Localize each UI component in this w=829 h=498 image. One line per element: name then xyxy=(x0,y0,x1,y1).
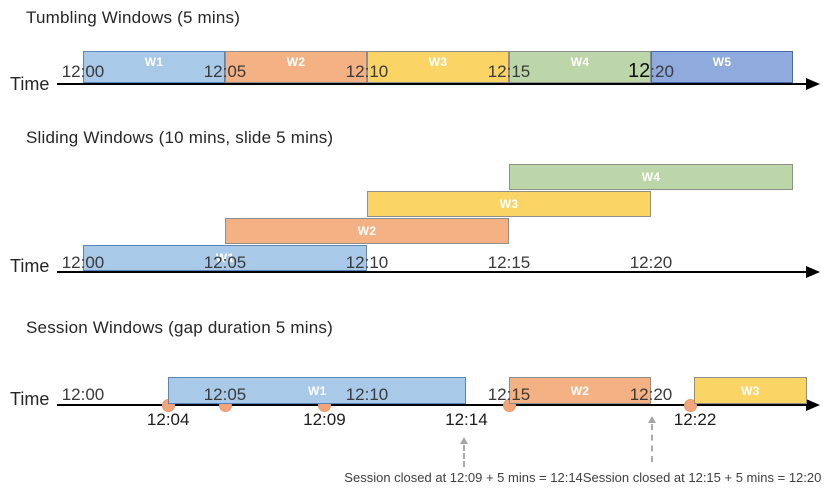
window-bar-w1: W1 xyxy=(168,377,467,404)
window-label-w1: W1 xyxy=(307,383,327,398)
tick-12-20: 12:20 xyxy=(629,253,673,272)
window-bar-w3: W3 xyxy=(693,377,808,404)
tick-12-15: 12:15 xyxy=(487,62,531,81)
window-bar-w5: W5 xyxy=(651,51,793,83)
tick-12-00: 12:00 xyxy=(61,62,105,81)
window-bar-w1: W1 xyxy=(83,51,225,83)
window-label-w1: W1 xyxy=(215,251,235,265)
tick-12-20: 12:20 xyxy=(629,385,673,404)
tick-emphasized-part: 12 xyxy=(628,60,651,82)
section-title-tumbling: Tumbling Windows (5 mins) xyxy=(26,8,241,27)
window-label-w5: W5 xyxy=(712,55,732,69)
window-bar-w4: W4 xyxy=(509,51,651,83)
axis-line xyxy=(57,271,808,273)
dashed-arrow-line xyxy=(462,445,465,467)
tick-12-10: 12:10 xyxy=(345,62,389,81)
event-time-label-12-14: 12:14 xyxy=(445,410,488,429)
window-bar-w3: W3 xyxy=(367,51,509,83)
session-closed-annotation: Session closed at 12:15 + 5 mins = 12:20 xyxy=(582,470,822,485)
session-closed-annotation: Session closed at 12:09 + 5 mins = 12:14 xyxy=(344,470,583,485)
dashed-arrow-line xyxy=(651,424,654,462)
tick-12-15: 12:15 xyxy=(487,253,531,272)
tick-12-05: 12:05 xyxy=(203,253,247,272)
window-label-w4: W4 xyxy=(641,170,661,184)
event-time-label-12-09: 12:09 xyxy=(303,410,346,429)
window-bar-w2: W2 xyxy=(225,51,367,83)
tick-12-15: 12:15 xyxy=(487,385,531,404)
window-bar-w2: W2 xyxy=(225,218,509,244)
window-label-w3: W3 xyxy=(741,383,760,398)
window-label-w2: W2 xyxy=(570,383,590,398)
tick-12-05: 12:05 xyxy=(203,385,247,404)
event-time-label-12-22: 12:22 xyxy=(673,410,717,429)
axis-line xyxy=(57,404,808,406)
time-axis-label: Time xyxy=(10,389,50,409)
tick-12-05: 12:05 xyxy=(203,62,247,81)
tick-normal-part: :20 xyxy=(650,62,674,81)
tick-12-20: 12:20 xyxy=(606,60,696,82)
event-time-label-12-04: 12:04 xyxy=(146,410,190,429)
axis-arrowhead-icon xyxy=(806,399,820,411)
section-title-sliding: Sliding Windows (10 mins, slide 5 mins) xyxy=(26,128,334,147)
window-bar-w1: W1 xyxy=(83,245,367,271)
tick-12-00: 12:00 xyxy=(61,385,105,404)
axis-line xyxy=(57,83,808,85)
dashed-arrow-head-icon xyxy=(648,416,657,423)
window-bar-w3: W3 xyxy=(367,191,651,217)
window-label-w2: W2 xyxy=(357,224,377,238)
window-label-w3: W3 xyxy=(428,55,448,69)
axis-arrowhead-icon xyxy=(806,78,820,90)
tick-12-00: 12:00 xyxy=(61,253,105,272)
section-title-session: Session Windows (gap duration 5 mins) xyxy=(26,318,333,337)
dashed-arrow-head-icon xyxy=(459,437,468,444)
window-label-w1: W1 xyxy=(144,55,164,69)
time-axis-label: Time xyxy=(10,74,50,94)
window-bar-w4: W4 xyxy=(509,164,793,190)
window-label-w3: W3 xyxy=(499,197,519,211)
window-label-w2: W2 xyxy=(286,55,306,69)
window-label-w4: W4 xyxy=(570,55,590,69)
window-bar-w2: W2 xyxy=(509,377,651,404)
time-axis-label: Time xyxy=(10,256,50,276)
tick-12-10: 12:10 xyxy=(345,253,389,272)
axis-arrowhead-icon xyxy=(806,266,820,278)
tick-12-10: 12:10 xyxy=(345,385,389,404)
